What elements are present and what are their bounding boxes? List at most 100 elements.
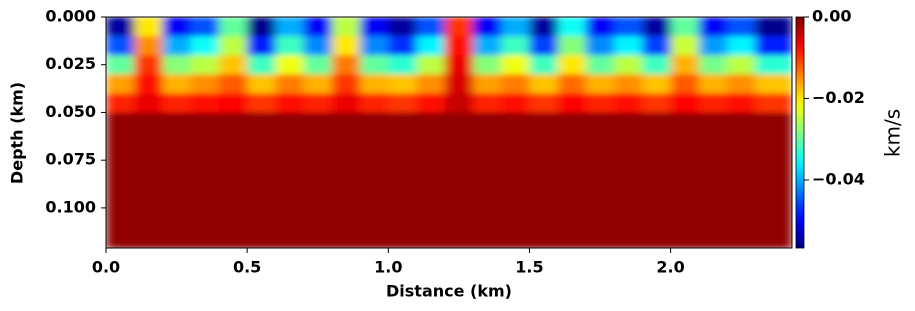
y-tick-label: 0.100: [45, 197, 96, 216]
heat-cell: [585, 36, 615, 56]
heat-cell: [727, 17, 756, 37]
colorbar-tick-label: −0.02: [812, 88, 865, 107]
plot-frame: [105, 16, 793, 249]
colorbar-tick-label: −0.04: [812, 169, 865, 188]
heat-cell: [670, 36, 700, 56]
heat-cell: [106, 93, 135, 113]
heat-cell: [755, 112, 792, 248]
heat-cell: [134, 74, 163, 94]
heat-cell: [331, 36, 361, 56]
heat-cell: [529, 74, 559, 94]
heat-cell: [557, 112, 587, 248]
heat-cell: [190, 36, 220, 56]
heat-cell: [106, 112, 135, 248]
heat-cell: [614, 55, 643, 75]
heat-cell: [190, 55, 220, 75]
heat-cell: [416, 112, 446, 248]
y-tick-label: 0.050: [45, 102, 96, 121]
heat-cell: [162, 112, 192, 248]
heat-cell: [755, 17, 792, 37]
heat-cell: [247, 74, 276, 94]
y-tick-label: 0.025: [45, 54, 96, 73]
heat-cell: [755, 93, 792, 113]
heat-cell: [642, 36, 672, 56]
heat-cell: [698, 74, 728, 94]
heat-cell: [529, 17, 559, 37]
heat-cell: [388, 74, 418, 94]
heat-cell: [727, 93, 756, 113]
heat-cell: [275, 112, 305, 248]
heat-cell: [614, 74, 643, 94]
colorbar-tick-label: 0.00: [812, 7, 851, 26]
heat-cell: [331, 17, 361, 37]
heat-cell: [472, 17, 502, 37]
heat-cell: [275, 74, 305, 94]
heat-cell: [755, 36, 792, 56]
heat-cell: [275, 55, 305, 75]
heat-cell: [670, 55, 700, 75]
heat-cell: [585, 55, 615, 75]
heat-cell: [388, 112, 418, 248]
heat-cell: [360, 74, 389, 94]
heat-cell: [585, 93, 615, 113]
x-tick-label: 0.0: [92, 258, 120, 277]
heat-cell: [303, 36, 333, 56]
heat-cell: [303, 74, 333, 94]
heat-cell: [670, 17, 700, 37]
heat-cell: [303, 17, 333, 37]
heat-cell: [614, 93, 643, 113]
heat-cell: [557, 93, 587, 113]
heat-cell: [444, 112, 474, 248]
heat-cell: [472, 93, 502, 113]
heat-cell: [106, 74, 135, 94]
heat-cell: [360, 17, 389, 37]
heat-cell: [698, 93, 728, 113]
heat-cell: [585, 112, 615, 248]
heat-cell: [162, 93, 192, 113]
heat-cell: [614, 17, 643, 37]
heat-cell: [727, 74, 756, 94]
heat-cell: [614, 112, 643, 248]
heat-cell: [670, 112, 700, 248]
heat-cell: [642, 112, 672, 248]
heat-cell: [360, 93, 389, 113]
heat-cell: [360, 36, 389, 56]
heat-cell: [585, 74, 615, 94]
heat-cell: [529, 36, 559, 56]
heat-cell: [444, 36, 474, 56]
heat-cell: [755, 55, 792, 75]
heat-cell: [642, 93, 672, 113]
y-axis-label: Depth (km): [8, 82, 27, 184]
heat-cell: [106, 17, 135, 37]
heat-cell: [218, 55, 248, 75]
heat-cell: [416, 93, 446, 113]
heat-cell: [557, 74, 587, 94]
heat-cell: [106, 36, 135, 56]
heat-cell: [416, 17, 446, 37]
heat-cell: [472, 74, 502, 94]
heat-cell: [416, 36, 446, 56]
heat-cell: [303, 93, 333, 113]
heat-cell: [134, 17, 163, 37]
heat-cell: [444, 74, 474, 94]
heat-cell: [670, 93, 700, 113]
x-tick-label: 1.5: [515, 258, 543, 277]
heat-cell: [247, 36, 276, 56]
heat-cell: [670, 74, 700, 94]
heat-cell: [388, 55, 418, 75]
x-tick-label: 0.5: [233, 258, 261, 277]
heat-cell: [557, 17, 587, 37]
heat-cell: [501, 93, 530, 113]
heat-cell: [331, 55, 361, 75]
heat-cell: [698, 17, 728, 37]
y-tick-label: 0.000: [45, 7, 96, 26]
heat-cell: [755, 74, 792, 94]
colorbar: [795, 16, 805, 249]
heat-cell: [698, 112, 728, 248]
heat-cell: [501, 17, 530, 37]
heat-cell: [218, 74, 248, 94]
heat-cell: [303, 112, 333, 248]
heat-cell: [331, 93, 361, 113]
heat-cell: [162, 55, 192, 75]
